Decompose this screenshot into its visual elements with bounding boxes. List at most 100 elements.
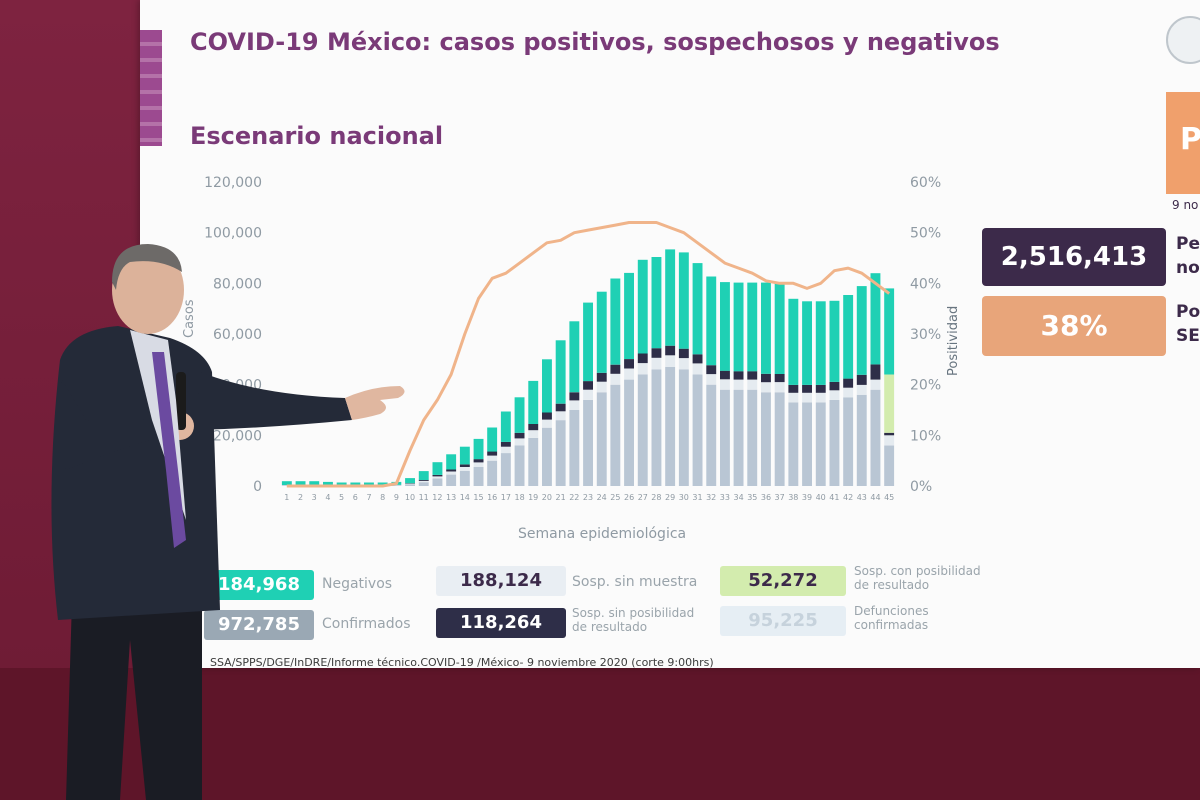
bar-segment — [870, 379, 881, 390]
x-tick-label: 27 — [638, 493, 648, 502]
x-tick-label: 39 — [802, 493, 812, 502]
bar-segment — [555, 403, 566, 412]
bar-segment — [829, 390, 840, 400]
legend-sosp-sin-muestra-label: Sosp. sin muestra — [572, 574, 698, 590]
bar-segment — [459, 467, 470, 471]
bar-segment — [856, 384, 867, 395]
bar-segment — [678, 252, 689, 349]
x-tick-label: 26 — [624, 493, 634, 502]
bar-segment — [350, 482, 361, 485]
slide-title: COVID-19 México: casos positivos, sospec… — [190, 28, 1000, 56]
x-axis-label: Semana epidemiológica — [518, 526, 687, 542]
slide-decoration-stripes — [140, 30, 162, 146]
bar-segment — [514, 397, 525, 433]
corner-orange-panel: P — [1166, 92, 1200, 194]
bar-segment — [596, 381, 607, 393]
bar-segment — [528, 380, 539, 424]
legend-negativos-label: Negativos — [322, 576, 393, 592]
y2-axis-label: Positividad — [946, 305, 961, 376]
legend-defunciones-value: 95,225 — [720, 606, 846, 636]
x-tick-label: 29 — [665, 493, 675, 502]
bar-segment — [678, 358, 689, 370]
legend-sosp-sin-posibilidad-value: 118,264 — [436, 608, 566, 638]
bar-segment — [815, 384, 826, 393]
bar-segment — [651, 348, 662, 358]
x-tick-label: 15 — [473, 493, 483, 502]
bar-segment — [418, 482, 429, 486]
bar-segment — [884, 445, 895, 486]
positividad-label-line-1: Po — [1176, 302, 1200, 322]
x-tick-label: 5 — [339, 493, 344, 502]
bar-segment — [528, 437, 539, 486]
bar-segment — [459, 464, 470, 467]
total-label-line-1: Pe — [1176, 234, 1200, 254]
bar-segment — [774, 374, 785, 383]
x-tick-label: 31 — [692, 493, 702, 502]
bar-segment — [692, 354, 703, 364]
x-tick-label: 7 — [366, 493, 371, 502]
x-tick-label: 35 — [747, 493, 757, 502]
bar-segment — [637, 259, 648, 354]
bar-segment — [487, 427, 498, 452]
legend-confirmados-label: Confirmados — [322, 616, 411, 632]
x-tick-label: 45 — [884, 493, 894, 502]
bar-segment — [610, 364, 621, 374]
legend-negativos-value: 184,968 — [204, 570, 314, 600]
x-tick-label: 44 — [870, 493, 880, 502]
bar-segment — [637, 374, 648, 486]
bar-segment — [761, 382, 771, 393]
legend-confirmados-value: 972,785 — [204, 610, 314, 640]
bar-segment — [651, 257, 662, 349]
x-tick-label: 25 — [610, 493, 620, 502]
bar-segment — [637, 353, 648, 364]
bar-segment — [802, 402, 812, 486]
bar-segment — [692, 374, 703, 486]
bar-segment — [856, 394, 867, 486]
bar-segment — [720, 379, 730, 390]
x-tick-label: 23 — [583, 493, 593, 502]
positividad-kpi: 38% — [982, 296, 1166, 356]
y2-tick-label: 50% — [910, 226, 941, 242]
bar-segment — [583, 399, 593, 486]
y-axis-label: Casos — [182, 299, 197, 338]
bar-segment — [432, 474, 443, 477]
bar-segment — [706, 276, 717, 366]
legend-sosp-con-posibilidad-value: 52,272 — [720, 566, 846, 596]
bar-segment — [788, 384, 799, 393]
bar-segment — [624, 379, 634, 486]
y-tick-label: 60,000 — [213, 327, 262, 343]
bar-segment — [692, 263, 703, 355]
x-tick-label: 12 — [432, 493, 442, 502]
bar-segment — [843, 378, 854, 388]
bar-segment — [747, 282, 758, 372]
bar-segment — [720, 282, 730, 371]
bar-segment — [733, 282, 744, 372]
x-tick-label: 4 — [325, 493, 330, 502]
bar-segment — [542, 412, 552, 420]
x-tick-label: 36 — [761, 493, 771, 502]
bar-segment — [788, 392, 799, 403]
bar-segment — [528, 423, 539, 431]
bar-segment — [774, 382, 785, 393]
bar-segment — [281, 481, 292, 485]
bar-segment — [706, 365, 717, 375]
bar-segment — [802, 384, 812, 393]
bar-segment — [405, 478, 415, 484]
bar-segment — [473, 462, 484, 467]
bar-segment — [706, 384, 717, 486]
bar-segment — [432, 462, 443, 475]
bar-segment — [706, 374, 717, 385]
x-tick-label: 18 — [515, 493, 525, 502]
bar-segment — [761, 373, 771, 383]
bar-segment — [624, 359, 634, 369]
bar-segment — [487, 455, 498, 461]
bar-segment — [678, 369, 689, 486]
x-tick-label: 32 — [706, 493, 716, 502]
bar-segment — [651, 357, 662, 370]
bar-segment — [802, 301, 812, 385]
x-tick-label: 33 — [720, 493, 730, 502]
bar-segment — [856, 286, 867, 375]
bar-segment — [665, 355, 676, 367]
bar-segment — [473, 438, 484, 460]
x-tick-label: 17 — [501, 493, 511, 502]
